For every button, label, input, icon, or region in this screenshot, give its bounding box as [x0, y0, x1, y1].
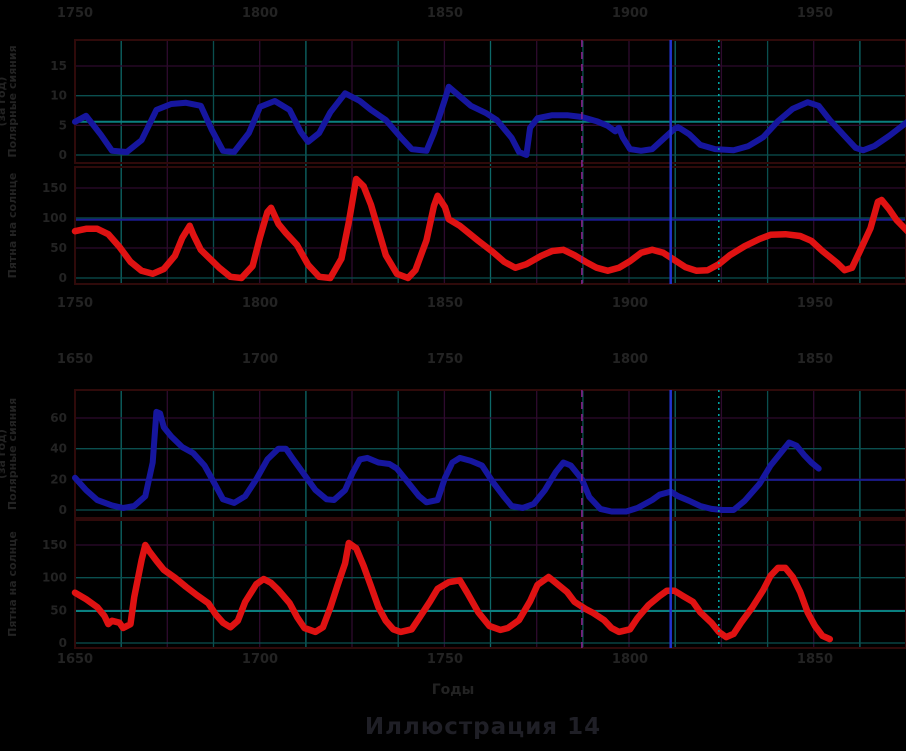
- x-tick-label: 1850: [797, 352, 833, 367]
- x-tick-label: 1850: [797, 652, 833, 667]
- subplot-frame: [74, 389, 906, 519]
- y-tick-label: 100: [42, 571, 67, 585]
- y-tick-label: 50: [50, 241, 67, 255]
- x-tick-label: 1800: [242, 296, 278, 311]
- y-tick-label: 0: [59, 271, 67, 285]
- y-axis-label: Пятна на солнце: [6, 173, 19, 279]
- figure-caption: Иллюстрация 14: [364, 714, 602, 740]
- x-tick-label: 1950: [797, 296, 833, 311]
- series-line-aurora-bottom: [72, 408, 822, 515]
- x-tick-label: 1700: [242, 352, 278, 367]
- y-tick-label: 150: [42, 538, 67, 552]
- y-tick-label: 60: [50, 411, 67, 425]
- y-axis-label: (за год): [0, 77, 8, 127]
- y-tick-label: 0: [59, 503, 67, 517]
- y-tick-label: 15: [50, 59, 67, 73]
- x-tick-label: 1800: [612, 352, 648, 367]
- y-tick-label: 50: [50, 603, 67, 617]
- x-tick-label: 1650: [57, 352, 93, 367]
- series-line-sunspots-top: [71, 175, 906, 282]
- y-axis-label: Полярные сияния: [6, 45, 19, 157]
- x-tick-label: 1850: [427, 296, 463, 311]
- subplot-frame: [74, 519, 906, 649]
- x-tick-label: 1700: [242, 652, 278, 667]
- subplot-frame: [74, 166, 906, 285]
- y-tick-label: 150: [42, 181, 67, 195]
- subplot-frame: [74, 39, 906, 164]
- y-tick-label: 5: [59, 118, 67, 132]
- y-axis-label: Пятна на солнце: [6, 531, 19, 637]
- y-axis-label: (за год): [0, 429, 8, 479]
- y-axis-label: Полярные сияния: [6, 398, 19, 510]
- x-tick-label: 1750: [57, 6, 93, 21]
- series-line-aurora-top: [72, 83, 906, 158]
- y-tick-label: 100: [42, 211, 67, 225]
- x-tick-label: 1800: [242, 6, 278, 21]
- y-tick-label: 40: [50, 442, 67, 456]
- x-axis-label: Годы: [431, 682, 475, 698]
- x-tick-label: 1650: [57, 652, 93, 667]
- y-tick-label: 10: [50, 89, 67, 103]
- series-line-sunspots-bottom: [71, 539, 834, 643]
- x-tick-label: 1750: [427, 652, 463, 667]
- x-tick-label: 1900: [612, 6, 648, 21]
- y-tick-label: 0: [59, 148, 67, 162]
- x-tick-label: 1800: [612, 652, 648, 667]
- x-tick-label: 1900: [612, 296, 648, 311]
- y-tick-label: 20: [50, 472, 67, 486]
- x-tick-label: 1750: [57, 296, 93, 311]
- y-tick-label: 0: [59, 636, 67, 650]
- x-tick-label: 1850: [427, 6, 463, 21]
- x-tick-label: 1750: [427, 352, 463, 367]
- x-tick-label: 1950: [797, 6, 833, 21]
